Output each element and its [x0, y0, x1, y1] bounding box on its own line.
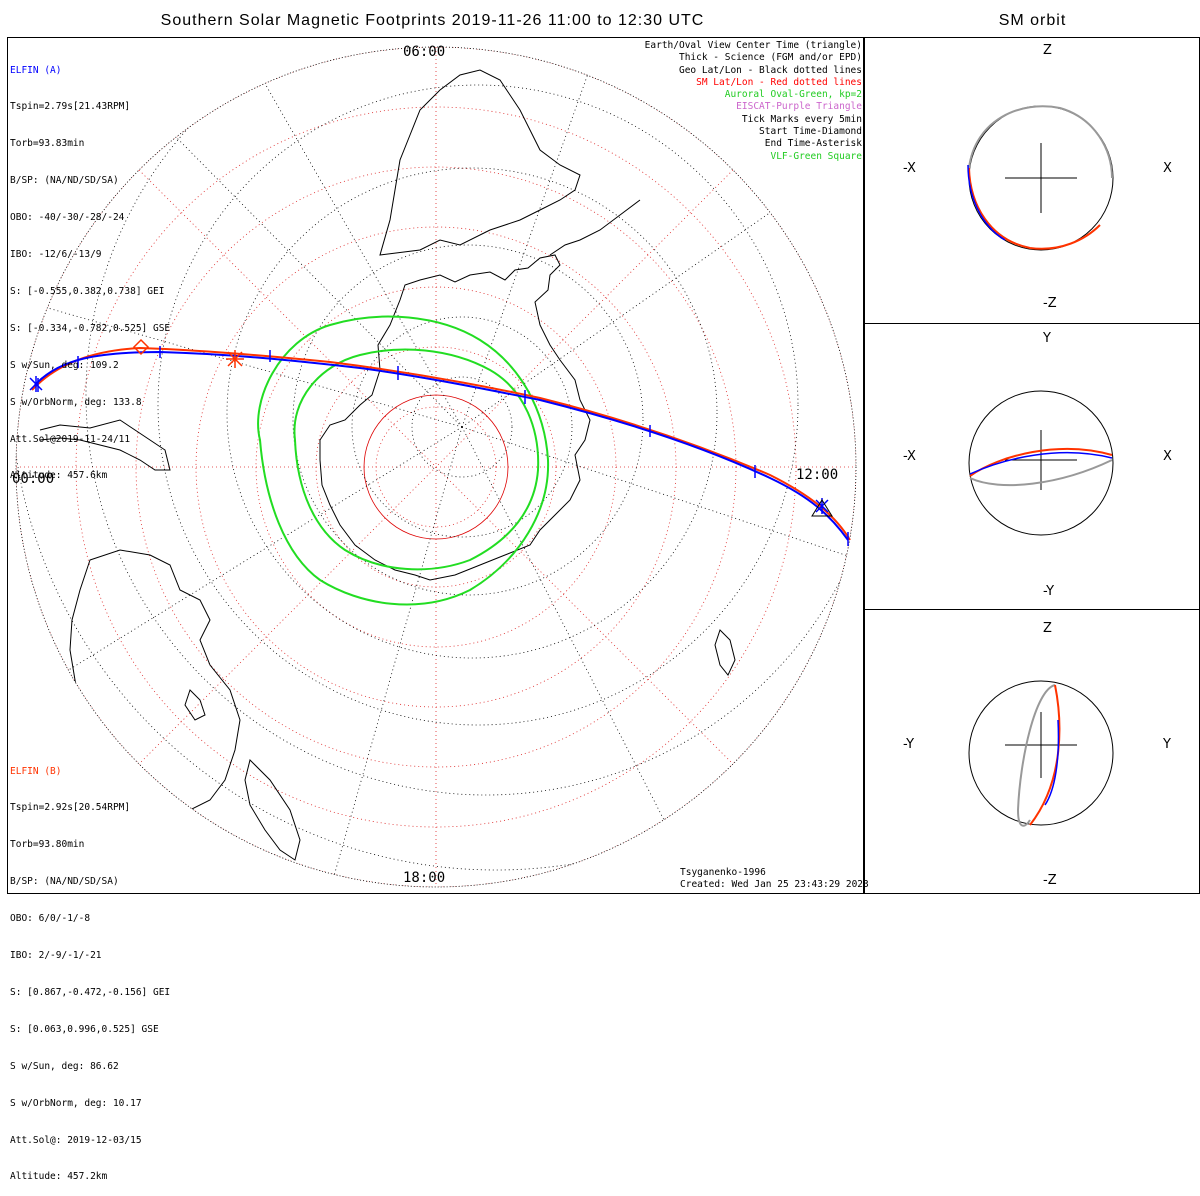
legend-item: End Time-Asterisk	[764, 138, 862, 150]
legend: Earth/Oval View Center Time (triangle) T…	[645, 40, 862, 163]
auroral-oval	[257, 315, 550, 606]
elfin-a-line: S w/OrbNorm, deg: 133.8	[10, 396, 142, 408]
legend-item: SM Lat/Lon - Red dotted lines	[696, 76, 862, 88]
page-title: Southern Solar Magnetic Footprints 2019-…	[160, 12, 705, 29]
auroral-oval-inner	[293, 348, 540, 571]
legend-item: EISCAT-Purple Triangle	[736, 101, 862, 113]
panel1-bottom-label: -Z	[1043, 296, 1057, 311]
orbit-yz-red	[1029, 684, 1061, 826]
panel1-top-label: Z	[1043, 43, 1052, 58]
legend-item: Start Time-Diamond	[759, 126, 862, 138]
elfin-a-line: Att.Sol@2019-11-24/11	[10, 433, 131, 445]
legend-item: Tick Marks every 5min	[741, 113, 862, 125]
legend-item: Auroral Oval-Green, kp=2	[724, 89, 862, 101]
elfin-b-end-asterisk	[226, 350, 244, 368]
coastlines	[39, 69, 736, 861]
elfin-b-line: S: [0.063,0.996,0.525] GSE	[10, 1023, 159, 1035]
elfin-b-name: ELFIN (B)	[10, 765, 62, 777]
south-america-coast	[39, 419, 171, 471]
geo-grid	[16, 47, 856, 887]
clock-label-left: 00:00	[12, 471, 55, 487]
orbit-xy-gray	[969, 459, 1113, 487]
elfin-b-line: S w/Sun, deg: 86.62	[10, 1060, 119, 1072]
orbit-panel-yz-plot	[968, 680, 1114, 827]
elfin-a-line: S: [-0.555,0.382,0.738] GEI	[10, 285, 165, 297]
orbit-xz-gray	[968, 105, 1113, 179]
auroral-oval-outer	[257, 315, 550, 606]
orbit-yz-blue	[1044, 719, 1060, 806]
view-center-triangle	[811, 499, 833, 517]
panel3-left-label: -Y	[903, 737, 915, 752]
elfin-b-track	[31, 346, 851, 541]
panel1-left-label: -X	[903, 161, 916, 176]
antarctic-peninsula	[549, 199, 641, 256]
elfin-b-line: IBO: 2/-9/-1/-21	[10, 950, 102, 962]
legend-item: VLF-Green Square	[770, 150, 862, 162]
footprint-map	[15, 46, 1114, 888]
africa-coast	[379, 69, 581, 256]
panel3-right-label: Y	[1163, 737, 1171, 752]
elfin-b-line: Tspin=2.92s[20.54RPM]	[10, 802, 131, 814]
legend-item: Geo Lat/Lon - Black dotted lines	[678, 64, 862, 76]
elfin-a-line: B/SP: (NA/ND/SD/SA)	[10, 175, 119, 187]
elfin-b-info: ELFIN (B) Tspin=2.92s[20.54RPM] Torb=93.…	[10, 741, 170, 1196]
panel3-top-label: Z	[1043, 621, 1052, 636]
orbit-panel-xy-plot	[968, 390, 1114, 536]
panel2-bottom-label: -Y	[1043, 584, 1055, 599]
elfin-b-line: S w/OrbNorm, deg: 10.17	[10, 1097, 142, 1109]
legend-item: Thick - Science (FGM and/or EPD)	[678, 52, 862, 64]
kerguelen-island	[714, 629, 736, 676]
elfin-a-line: Altitude: 457.6km	[10, 470, 108, 482]
elfin-b-line: Att.Sol@: 2019-12-03/15	[10, 1134, 142, 1146]
panel2-right-label: X	[1163, 449, 1172, 464]
elfin-a-info: ELFIN (A) Tspin=2.79s[21.43RPM] Torb=93.…	[10, 40, 170, 495]
elfin-a-line: Tspin=2.79s[21.43RPM]	[10, 101, 131, 113]
elfin-a-tick-marks	[37, 346, 849, 546]
elfin-a-line: Torb=93.83min	[10, 138, 85, 150]
elfin-a-line: S: [-0.334,-0.782,0.525] GSE	[10, 322, 171, 334]
clock-label-top: 06:00	[403, 44, 446, 60]
orbit-xy-blue	[969, 451, 1113, 475]
elfin-b-line: Altitude: 457.2km	[10, 1171, 108, 1183]
clock-label-right: 12:00	[796, 467, 839, 483]
legend-item: Earth/Oval View Center Time (triangle)	[644, 40, 862, 51]
orbit-xz-red	[968, 167, 1101, 250]
orbit-yz-gray	[1016, 684, 1056, 827]
elfin-b-line: Torb=93.80min	[10, 839, 85, 851]
elfin-b-start-diamond	[132, 338, 150, 356]
australia-coast	[69, 549, 241, 811]
elfin-a-line: OBO: -40/-30/-28/-24	[10, 212, 125, 224]
orbit-xz-blue	[967, 164, 1006, 241]
footprint-map-frame	[7, 37, 864, 894]
elfin-a-name: ELFIN (A)	[10, 64, 62, 76]
sm-pole-circle	[363, 394, 509, 540]
panel1-right-label: X	[1163, 161, 1172, 176]
antarctica-coast	[319, 254, 591, 581]
sm-grid	[16, 47, 856, 887]
panel3-bottom-label: -Z	[1043, 873, 1057, 888]
elfin-a-start-asterisk	[29, 376, 43, 392]
elfin-a-line: S w/Sun, deg: 109.2	[10, 359, 119, 371]
elfin-b-line: B/SP: (NA/ND/SD/SA)	[10, 876, 119, 888]
created-credit: Created: Wed Jan 25 23:43:29 2023	[680, 879, 869, 890]
elfin-b-line: OBO: 6/0/-1/-8	[10, 913, 91, 925]
panel2-left-label: -X	[903, 449, 916, 464]
orbit-panel-xz-plot	[967, 105, 1114, 251]
panel2-top-label: Y	[1043, 331, 1051, 346]
elfin-a-line: IBO: -12/6/-13/9	[10, 249, 102, 261]
orbit-title: SM orbit	[998, 12, 1067, 29]
new-zealand-coast	[244, 759, 301, 861]
tasmania-coast	[184, 689, 206, 721]
elfin-b-line: S: [0.867,-0.472,-0.156] GEI	[10, 986, 171, 998]
model-credit: Tsyganenko-1996	[680, 867, 766, 878]
clock-label-bottom: 18:00	[403, 870, 446, 886]
map-boundary	[15, 46, 857, 888]
